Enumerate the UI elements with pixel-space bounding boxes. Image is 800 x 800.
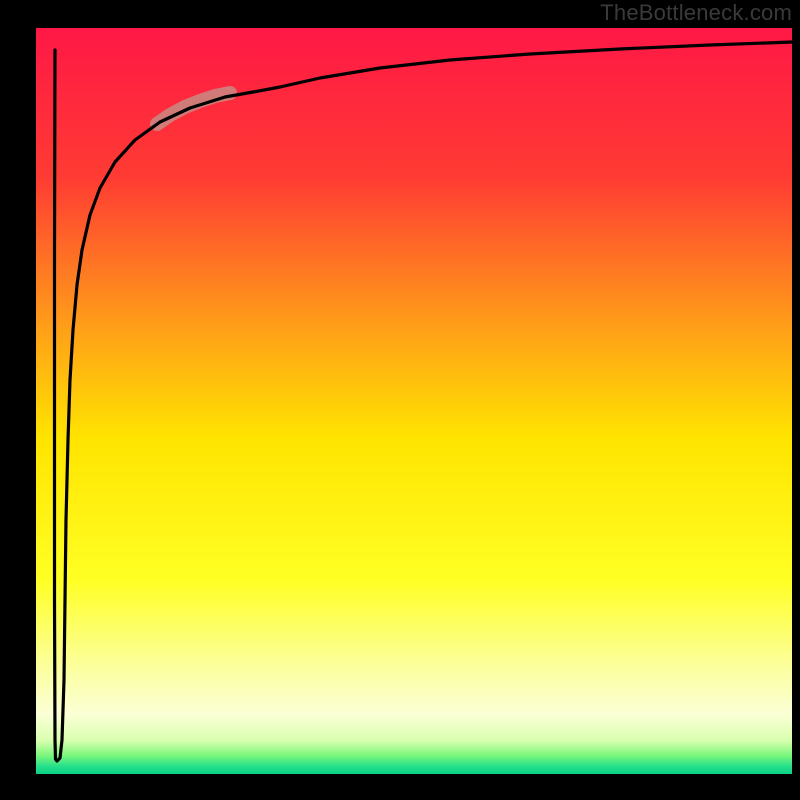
plot-area xyxy=(36,28,792,774)
chart-canvas: TheBottleneck.com xyxy=(0,0,800,800)
chart-svg xyxy=(0,0,800,800)
watermark: TheBottleneck.com xyxy=(600,0,792,26)
